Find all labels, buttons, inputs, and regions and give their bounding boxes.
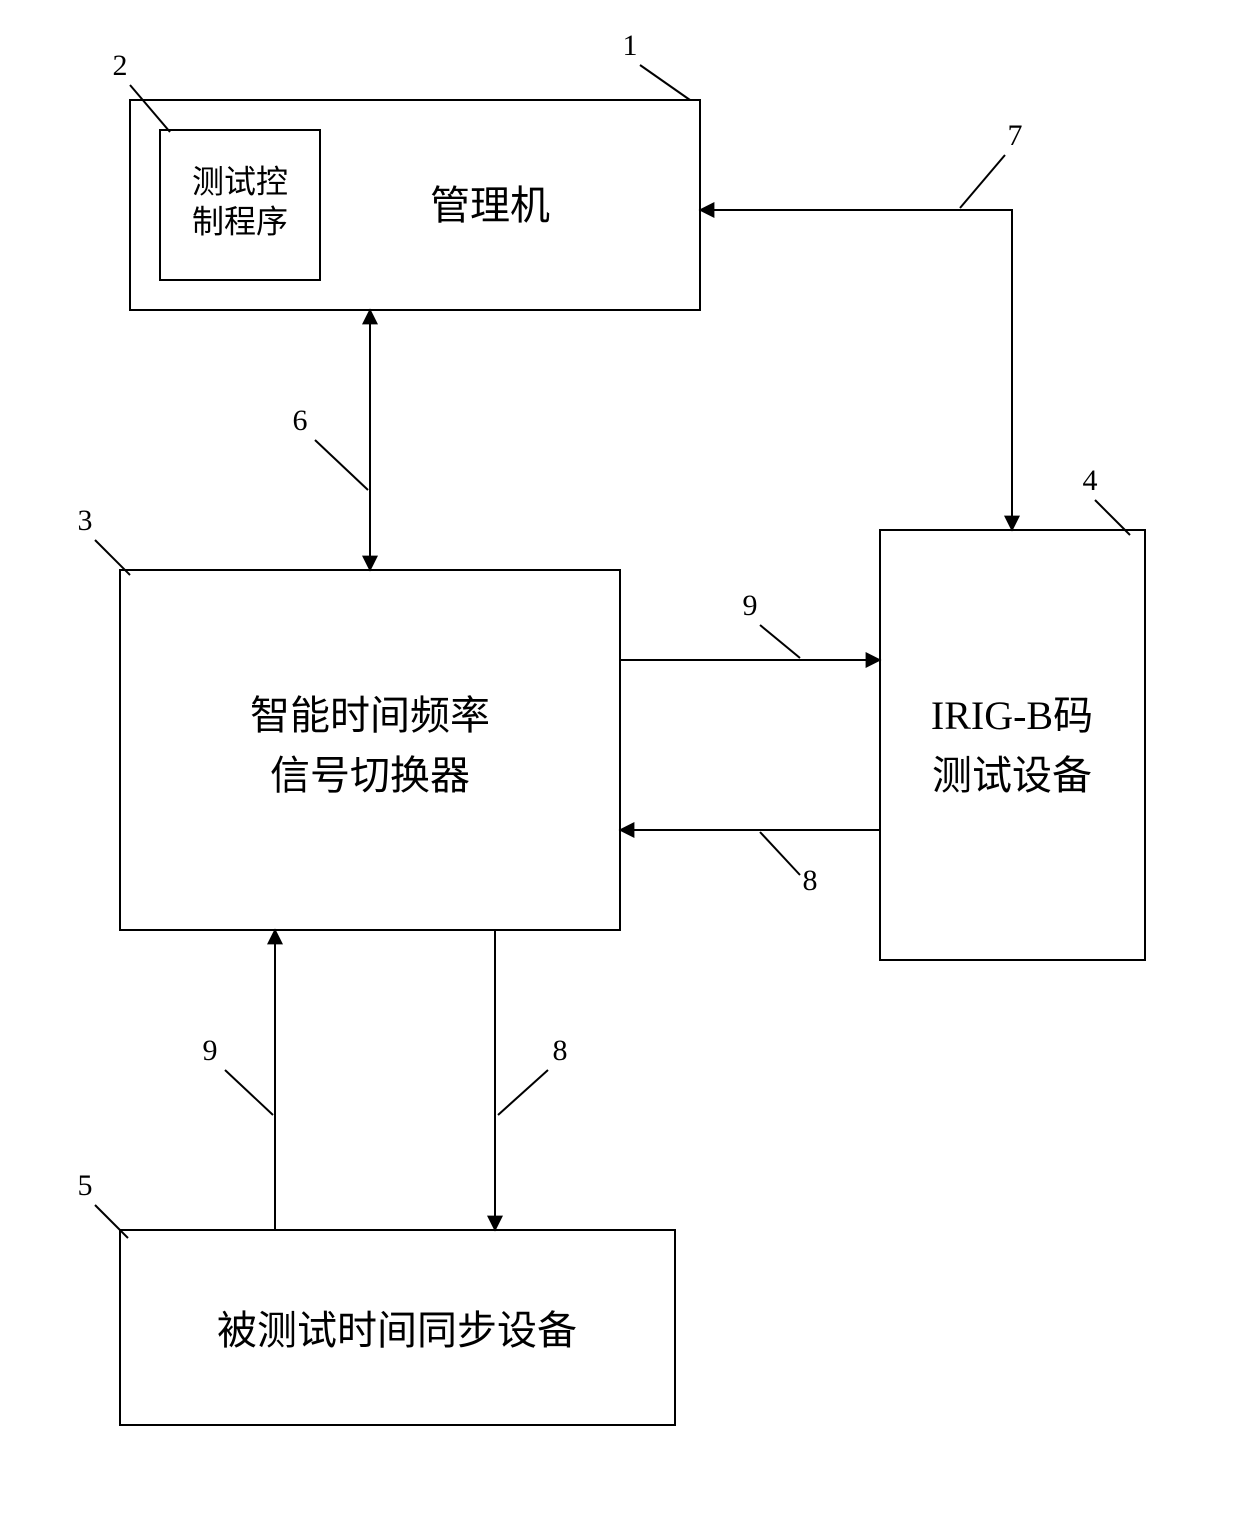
num-6: 6	[293, 404, 308, 437]
leader-8a	[760, 832, 800, 875]
num-5: 5	[78, 1169, 93, 1202]
leader-9b	[225, 1070, 273, 1115]
leader-8b	[498, 1070, 548, 1115]
num-1: 1	[623, 29, 638, 62]
num-3: 3	[78, 504, 93, 537]
conn-7	[700, 210, 1012, 530]
leader-5	[95, 1205, 128, 1238]
num-7: 7	[1008, 119, 1023, 152]
leader-7	[960, 155, 1005, 208]
leader-1	[640, 65, 690, 100]
switcher-label-1: 智能时间频率	[250, 693, 490, 738]
test-ctrl-label-2: 制程序	[192, 203, 288, 239]
num-9b: 9	[203, 1034, 218, 1067]
irigb-label-1: IRIG-B码	[931, 693, 1093, 738]
num-8b: 8	[553, 1034, 568, 1067]
switcher-box	[120, 570, 620, 930]
dut-label: 被测试时间同步设备	[217, 1308, 577, 1353]
leader-9a	[760, 625, 800, 658]
num-2: 2	[113, 49, 128, 82]
leader-3	[95, 540, 130, 575]
irigb-box	[880, 530, 1145, 960]
irigb-label-2: 测试设备	[932, 753, 1092, 798]
leader-6	[315, 440, 368, 490]
num-8a: 8	[803, 864, 818, 897]
num-4: 4	[1083, 464, 1098, 497]
num-9a: 9	[743, 589, 758, 622]
test-ctrl-label-1: 测试控	[192, 163, 288, 199]
switcher-label-2: 信号切换器	[270, 753, 470, 798]
manager-label: 管理机	[430, 183, 550, 228]
